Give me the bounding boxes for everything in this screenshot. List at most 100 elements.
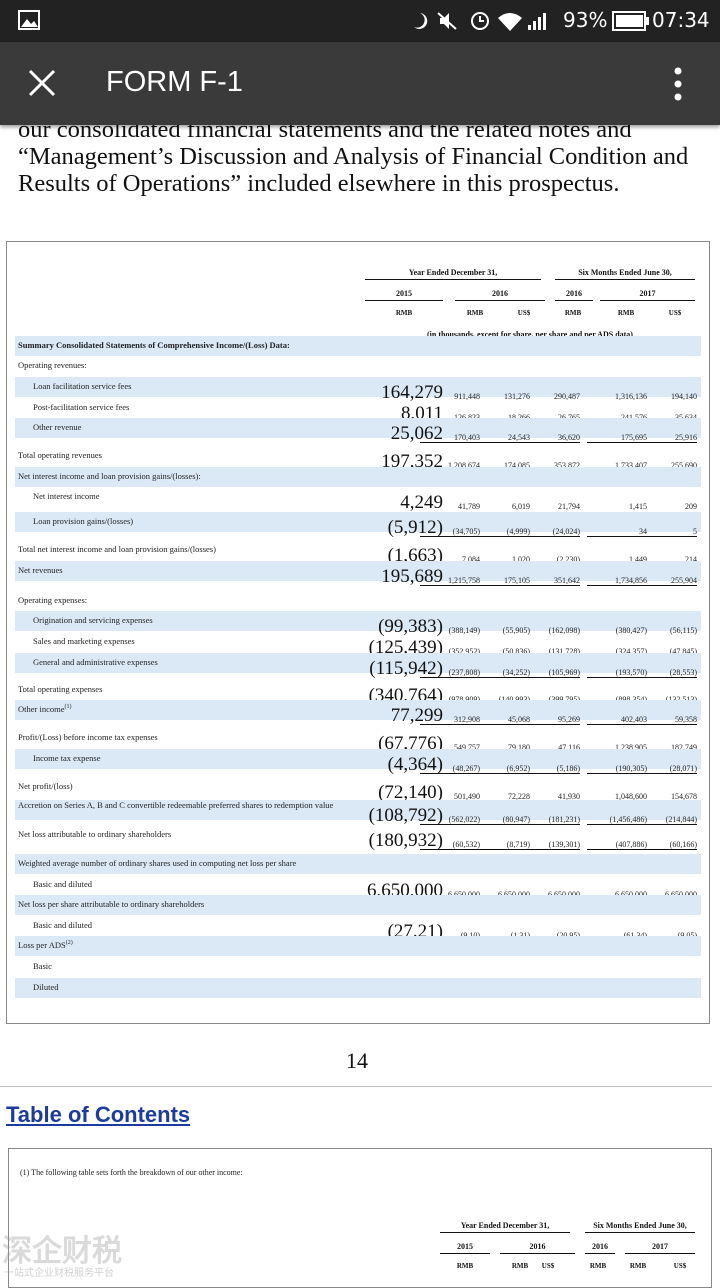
row-shade [15,377,701,397]
row-shade [15,467,701,487]
close-button[interactable] [27,68,57,98]
row-shade [15,700,701,720]
value: 6,650,000 [637,890,697,899]
battery-icon [612,11,649,31]
unit-note: (in thousands, except for share, per sha… [427,330,633,339]
value: (2,230) [556,555,580,564]
row-shade [15,653,701,673]
value: 175,695 [587,433,647,443]
value-2015: (125,439) [368,637,443,658]
currency: RMB [617,309,635,317]
row-shade [15,561,701,581]
row-label: Income tax expense [33,753,101,763]
value: 194,140 [671,392,697,401]
year: 2016 [500,1242,575,1254]
row-label: Net revenues [18,565,63,575]
column-group: Six Months Ended June 30, [555,268,695,280]
currency: US$ [668,309,682,317]
year: 2015 [365,289,443,301]
value: 241,576 [587,413,647,422]
value: 6,650,000 [470,890,530,899]
value: (34,252) [470,668,530,678]
value-2015: (72,140) [378,782,443,803]
value: (60,532) [420,840,480,850]
value: (140,993) [470,695,530,704]
value: (9.10) [420,931,480,940]
value: 1,449 [629,555,647,564]
value: 6,650,000 [587,890,647,899]
currency: RMB [629,1262,647,1270]
app-title: FORM F-1 [106,66,243,98]
row-shade [15,418,701,438]
value-2015: (1,663) [387,545,443,566]
value: (28,553) [637,668,697,678]
row-label: Net interest income [33,491,100,501]
value: 72,228 [508,792,530,801]
value: 1,215,758 [420,576,480,586]
value: 7,084 [462,555,480,564]
menu-button[interactable] [670,66,686,102]
row-label: Sales and marketing expenses [33,636,135,646]
value: 182,749 [671,743,697,752]
value: (48,267) [420,764,480,774]
row-label: Other revenue [33,422,82,432]
row-label: Operating revenues: [18,360,87,370]
value: 290,487 [554,392,580,401]
value: (978,909) [420,695,480,704]
value-2015: (5,912) [387,517,443,538]
value-2015: 164,279 [381,382,443,403]
year: 2017 [625,1242,695,1254]
row-label: Net loss per share attributable to ordin… [18,899,205,909]
column-group: Year Ended December 31, [365,268,541,280]
value-2015: (108,792) [368,805,443,826]
currency: RMB [395,309,413,317]
value: 79,180 [508,743,530,752]
value: (237,808) [420,668,480,678]
separator [0,1086,712,1087]
value: (55,905) [502,626,530,635]
value: (47,845) [669,647,697,656]
watermark-subtitle: 一站式企业财税服务平台 [4,1268,114,1279]
currency: RMB [511,1262,529,1270]
value: (8,719) [470,840,530,850]
value: 1,208,674 [448,461,480,470]
value: 24,543 [470,433,530,443]
value: 26,765 [520,413,580,422]
value: 351,642 [520,576,580,586]
value: (562,022) [420,815,480,825]
value: (9.05) [637,931,697,940]
value: 41,789 [458,502,480,511]
value: 6,019 [512,502,530,511]
year: 2017 [600,289,695,301]
value-2015: (115,942) [369,658,443,679]
value: (131,728) [548,647,580,656]
currency: RMB [589,1262,607,1270]
value: (181,231) [520,815,580,825]
value: (352,952) [448,647,480,656]
value: (193,570) [587,668,647,678]
row-label: General and administrative expenses [33,657,158,667]
row-label: Total operating expenses [18,684,103,694]
row-label: Diluted [33,982,59,992]
row-label: Summary Consolidated Statements of Compr… [18,340,290,350]
value-2015: 195,689 [381,566,443,587]
currency: RMB [466,309,484,317]
toc-link[interactable]: Table of Contents [6,1102,191,1127]
value: 47,116 [558,743,580,752]
gallery-icon [18,10,40,30]
currency: US$ [673,1262,687,1270]
value: (1.31) [470,931,530,940]
value: (407,886) [587,840,647,850]
value-2015: 25,062 [390,423,443,444]
year: 2016 [555,289,593,301]
currency: US$ [541,1262,555,1270]
value-2015: (99,383) [378,616,443,637]
row-label: Post-facilitation service fees [33,402,130,412]
row-label: Net interest income and loan provision g… [18,471,201,481]
row-label: Origination and servicing expenses [33,615,153,625]
value: 6,650,000 [420,890,480,899]
value: (190,305) [587,764,647,774]
row-shade [15,336,701,356]
value: 126,823 [420,413,480,422]
row-label: Basic [33,961,52,971]
